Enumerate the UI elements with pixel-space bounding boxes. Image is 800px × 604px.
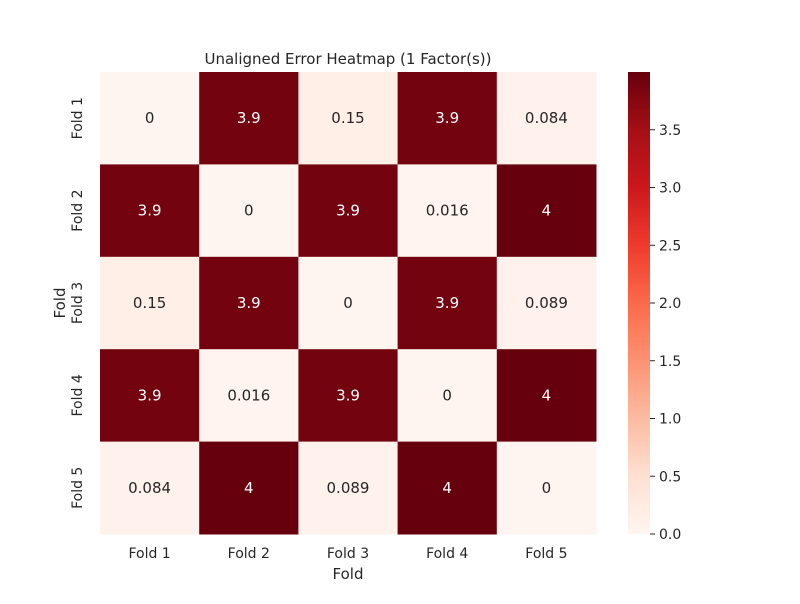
colorbar-tick-label: 0.5 [659, 469, 681, 485]
colorbar-tick-label: 3.0 [659, 181, 681, 197]
heatmap-cell-value: 3.9 [435, 109, 459, 127]
colorbar-ticks: 0.0 0.5 1.0 1.5 2.0 2.5 3.0 3.5 [650, 123, 681, 543]
chart-title: Unaligned Error Heatmap (1 Factor(s)) [204, 50, 491, 68]
x-tick-label: Fold 2 [228, 546, 270, 562]
heatmap-cell [496, 72, 597, 165]
heatmap-cell-value: 3.9 [138, 386, 162, 404]
heatmap-cell [298, 164, 399, 258]
heatmap-cell [397, 256, 498, 350]
heatmap-cell [496, 349, 597, 443]
heatmap-cell-value: 0 [542, 479, 552, 497]
y-tick-label: Fold 1 [70, 97, 86, 139]
heatmap-cell-value: 3.9 [237, 109, 261, 127]
heatmap-cell-value: 3.9 [138, 202, 162, 220]
heatmap-cell [496, 441, 597, 535]
heatmap-cell-value: 0.084 [525, 109, 568, 127]
heatmap-cell-value: 4 [542, 386, 552, 404]
heatmap-cell-labels: 0 3.9 0.15 3.9 0.084 3.9 0 3.9 0.016 4 0.15 3.9 0 3.9… [128, 109, 568, 497]
heatmap-cell [199, 441, 299, 535]
heatmap-cell-value: 4 [244, 479, 254, 497]
heatmap-cell [199, 349, 299, 443]
heatmap-cell-value: 4 [542, 202, 552, 220]
y-tick-label: Fold 4 [70, 374, 86, 416]
x-axis-tick-labels: Fold 1 Fold 2 Fold 3 Fold 4 Fold 5 [128, 546, 567, 562]
heatmap-cell-value: 0 [343, 294, 353, 312]
y-tick-label: Fold 3 [70, 282, 86, 324]
x-tick-label: Fold 1 [128, 546, 170, 562]
heatmap-cell-value: 0.089 [525, 294, 568, 312]
heatmap-cell-value: 0.084 [128, 479, 171, 497]
heatmap-cell [199, 256, 299, 350]
x-axis-label: Fold [333, 565, 364, 583]
heatmap-cell-value: 0.15 [331, 109, 364, 127]
heatmap-cell-value: 3.9 [336, 386, 360, 404]
x-tick-label: Fold 3 [327, 546, 369, 562]
colorbar-tick-label: 0.0 [659, 527, 681, 543]
heatmap-cells [100, 72, 597, 535]
heatmap-cell-value: 0.15 [133, 294, 166, 312]
heatmap-cell [100, 441, 200, 535]
colorbar-tick-label: 3.5 [659, 123, 681, 139]
colorbar-tick-label: 1.5 [659, 354, 681, 370]
heatmap-cell [397, 164, 498, 258]
heatmap-cell [496, 256, 597, 350]
colorbar [628, 72, 650, 534]
heatmap-cell [199, 72, 299, 165]
heatmap-cell-value: 0 [145, 109, 155, 127]
colorbar-tick-label: 1.0 [659, 412, 681, 428]
heatmap-cell [397, 349, 498, 443]
heatmap-cell-value: 0 [442, 386, 452, 404]
heatmap-cell-value: 0.016 [227, 386, 270, 404]
heatmap-cell-value: 0 [244, 202, 254, 220]
heatmap-cell [397, 72, 498, 165]
heatmap-cell [100, 72, 200, 165]
y-tick-label: Fold 5 [70, 467, 86, 509]
heatmap-cell-value: 0.089 [327, 479, 370, 497]
y-axis-label: Fold [51, 288, 69, 319]
heatmap-cell [100, 349, 200, 443]
heatmap-cell [100, 256, 200, 350]
heatmap-cell [298, 349, 399, 443]
heatmap-cell-value: 0.016 [426, 202, 469, 220]
heatmap-cell [100, 164, 200, 258]
heatmap-cell [298, 256, 399, 350]
heatmap-cell-value: 3.9 [435, 294, 459, 312]
y-axis-tick-labels: Fold 1 Fold 2 Fold 3 Fold 4 Fold 5 [70, 97, 86, 509]
heatmap-cell-value: 3.9 [237, 294, 261, 312]
x-tick-label: Fold 5 [525, 546, 567, 562]
heatmap-cell [496, 164, 597, 258]
heatmap-cell [298, 441, 399, 535]
colorbar-tick-label: 2.0 [659, 296, 681, 312]
heatmap-cell [397, 441, 498, 535]
heatmap-cell [199, 164, 299, 258]
heatmap-cell-value: 3.9 [336, 202, 360, 220]
heatmap-cell-value: 4 [442, 479, 452, 497]
colorbar-tick-label: 2.5 [659, 238, 681, 254]
heatmap-cell [298, 72, 399, 165]
y-tick-label: Fold 2 [70, 189, 86, 231]
x-tick-label: Fold 4 [426, 546, 468, 562]
